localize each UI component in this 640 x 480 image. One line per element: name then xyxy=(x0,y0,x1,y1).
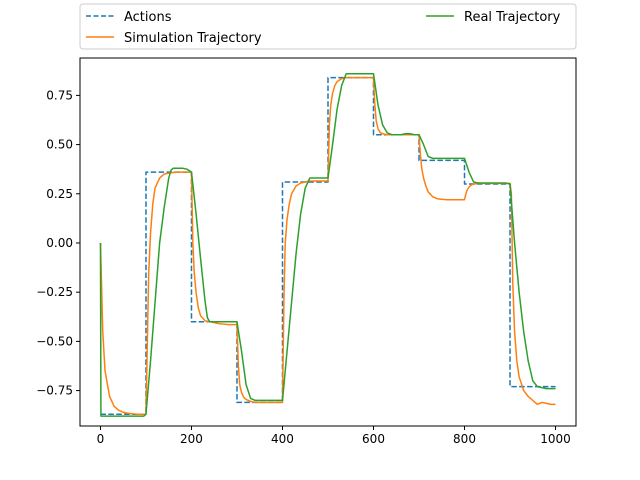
plot-frame xyxy=(79,57,577,427)
series-line-2 xyxy=(99,72,556,417)
legend-label-simulation: Simulation Trajectory xyxy=(124,31,262,46)
series-line-1 xyxy=(99,76,556,415)
x-tick-label: 1000 xyxy=(540,432,571,446)
x-tick-label: 200 xyxy=(180,432,203,446)
legend: Actions Simulation Trajectory Real Traje… xyxy=(79,3,577,50)
y-tick-label: 0.25 xyxy=(46,187,73,201)
x-axis: 0 200 400 600 800 1000 xyxy=(97,426,571,446)
y-tick-label: 0.00 xyxy=(46,236,73,250)
x-tick-label: 800 xyxy=(453,432,476,446)
y-tick-label: −0.25 xyxy=(36,285,73,299)
x-tick-label: 0 xyxy=(97,432,105,446)
y-tick-label: −0.50 xyxy=(36,334,73,348)
x-tick-label: 400 xyxy=(271,432,294,446)
y-tick-label: 0.50 xyxy=(46,138,73,152)
y-axis: −0.75 −0.50 −0.25 0.00 0.25 0.50 0.75 xyxy=(36,88,80,398)
legend-label-real: Real Trajectory xyxy=(464,10,561,25)
y-tick-label: 0.75 xyxy=(46,88,73,102)
plot-series xyxy=(99,72,556,417)
legend-label-actions: Actions xyxy=(124,10,172,25)
x-tick-label: 600 xyxy=(362,432,385,446)
y-tick-label: −0.75 xyxy=(36,384,73,398)
